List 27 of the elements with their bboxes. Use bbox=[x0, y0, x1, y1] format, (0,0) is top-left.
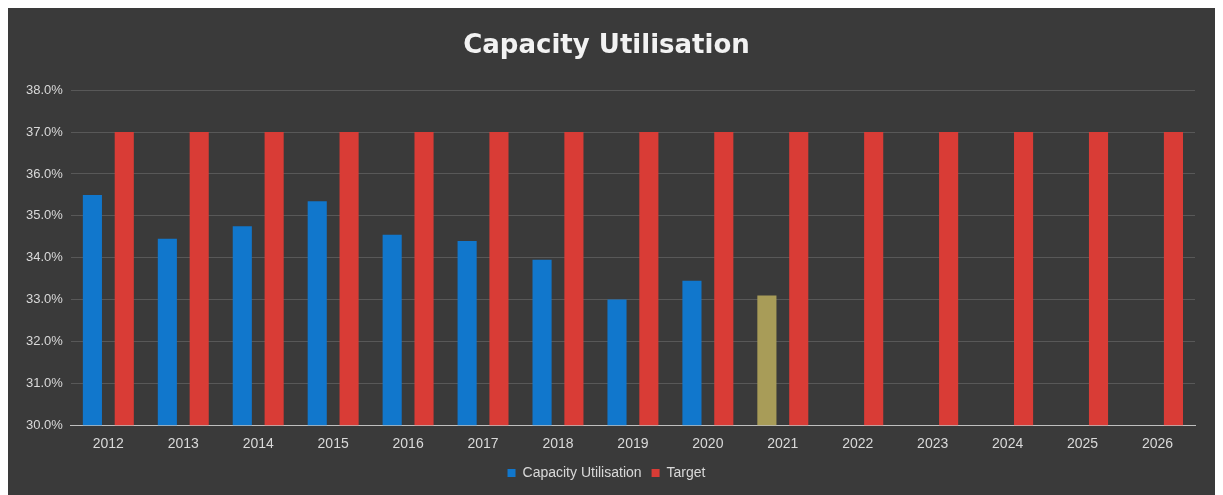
y-tick-label: 32.0% bbox=[25, 333, 64, 349]
y-tick-label: 34.0% bbox=[25, 249, 64, 265]
legend-label: Capacity Utilisation bbox=[522, 463, 642, 480]
x-tick-label: 2024 bbox=[992, 435, 1024, 452]
x-tick-label: 2020 bbox=[692, 435, 724, 452]
y-tick-label: 38.0% bbox=[25, 81, 64, 97]
y-tick-label: 37.0% bbox=[25, 123, 64, 139]
x-tick-label: 2012 bbox=[92, 435, 125, 452]
y-tick-label: 33.0% bbox=[25, 291, 64, 307]
x-tick-label: 2015 bbox=[317, 435, 349, 452]
x-tick-label: 2013 bbox=[167, 435, 200, 452]
x-tick-label: 2021 bbox=[767, 435, 799, 452]
x-tick-label: 2025 bbox=[1067, 435, 1099, 452]
legend-label: Target bbox=[666, 463, 706, 480]
x-tick-label: 2017 bbox=[467, 435, 499, 452]
y-tick-label: 36.0% bbox=[25, 165, 64, 181]
chart-title: Capacity Utilisation bbox=[463, 29, 750, 60]
y-tick-label: 31.0% bbox=[25, 374, 64, 390]
y-tick-label: 30.0% bbox=[25, 416, 64, 432]
x-tick-label: 2023 bbox=[917, 435, 949, 452]
x-tick-label: 2022 bbox=[842, 435, 874, 452]
x-tick-label: 2014 bbox=[242, 435, 274, 452]
x-tick-label: 2019 bbox=[617, 435, 649, 452]
x-tick-label: 2018 bbox=[542, 435, 574, 452]
y-tick-label: 35.0% bbox=[25, 207, 64, 223]
x-tick-label: 2016 bbox=[392, 435, 424, 452]
x-tick-label: 2026 bbox=[1141, 435, 1174, 452]
